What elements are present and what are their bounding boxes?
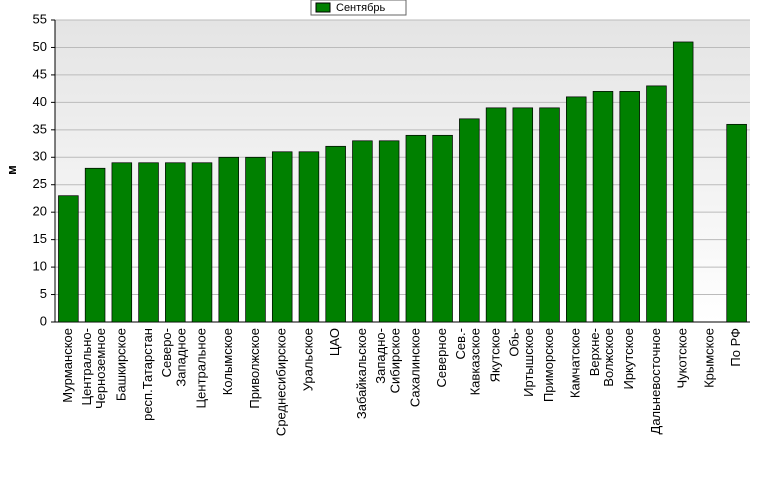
x-tick-label: Западно-Сибирское <box>373 328 402 393</box>
x-tick-label: Центральное <box>193 328 208 408</box>
x-tick-label: Башкирское <box>113 328 128 401</box>
bar <box>485 107 507 323</box>
legend-swatch <box>315 2 331 13</box>
x-tick-label: Сев.-Кавказское <box>454 328 483 395</box>
legend-label: Сентябрь <box>336 2 386 14</box>
bar <box>378 140 400 323</box>
x-tick-label: Северное <box>434 328 449 387</box>
x-tick-label: Центрально-Черноземное <box>79 328 108 409</box>
y-tick-label: 50 <box>33 39 47 54</box>
bar <box>352 140 373 323</box>
bar <box>325 145 346 323</box>
y-tick-label: 25 <box>33 176 47 191</box>
x-tick-label: Забайкальское <box>354 328 369 419</box>
x-tick-label: Мурманское <box>60 328 75 403</box>
bar <box>432 134 453 323</box>
y-tick-label: 0 <box>40 313 47 328</box>
x-tick-label: Верхне-Волжское <box>587 328 616 387</box>
bar <box>111 162 133 323</box>
bar <box>245 156 266 323</box>
y-tick-label: 30 <box>33 149 47 164</box>
bar <box>646 85 667 323</box>
bar <box>672 41 694 323</box>
x-tick-label: респ.Татарстан <box>140 328 155 421</box>
bar <box>512 107 534 323</box>
bar <box>298 151 320 323</box>
bar <box>726 123 747 323</box>
x-tick-label: Дальневосточное <box>648 328 663 434</box>
legend-box <box>310 0 407 16</box>
legend: Сентябрь <box>310 0 407 16</box>
x-tick-label: Камчатское <box>568 328 583 398</box>
x-tick-label: Среднесибирское <box>274 328 289 436</box>
y-tick-label: 40 <box>33 94 47 109</box>
y-tick-label: 55 <box>33 11 47 26</box>
bar <box>619 91 640 323</box>
bar <box>271 151 293 323</box>
x-tick-label: Колымское <box>220 328 235 395</box>
plot-area <box>55 20 750 322</box>
bar <box>165 162 186 323</box>
bar <box>566 96 587 323</box>
bar <box>539 107 560 323</box>
bar <box>84 167 106 323</box>
x-tick-label: Сахалинское <box>407 328 422 407</box>
x-tick-label: По РФ <box>728 328 743 367</box>
y-tick-label: 20 <box>33 204 47 219</box>
x-tick-label: Уральское <box>300 328 315 391</box>
bar <box>405 134 427 323</box>
y-tick-label: 45 <box>33 66 47 81</box>
x-tick-label: Приморское <box>541 328 556 402</box>
x-tick-label: Чукотское <box>675 328 690 389</box>
y-tick-label: 10 <box>33 259 47 274</box>
bar <box>592 91 614 323</box>
y-tick-label: 35 <box>33 121 47 136</box>
x-tick-label: Якутское <box>487 328 502 382</box>
bar <box>459 118 480 323</box>
y-axis-label: м <box>4 165 19 175</box>
bar <box>138 162 159 323</box>
bar <box>191 162 213 323</box>
x-tick-label: Приволжское <box>247 328 262 409</box>
bar <box>58 195 79 323</box>
x-tick-label: Иркутское <box>621 328 636 390</box>
x-tick-label: Обь-Иртышское <box>507 328 536 397</box>
x-tick-label: ЦАО <box>327 328 342 356</box>
y-tick-label: 15 <box>33 231 47 246</box>
bar <box>218 156 239 323</box>
y-tick-label: 5 <box>40 286 47 301</box>
x-tick-label: Крымское <box>701 328 716 388</box>
x-tick-label: Северо-Западное <box>160 328 189 387</box>
